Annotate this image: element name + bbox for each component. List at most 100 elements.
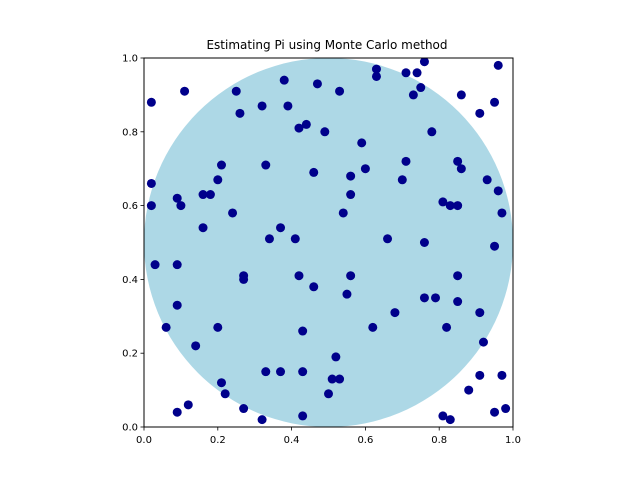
data-point-75 [368, 322, 378, 332]
data-point-9 [412, 68, 422, 78]
x-tick-label-3: 0.6 [357, 435, 373, 446]
data-point-87 [324, 389, 333, 399]
data-point-54 [453, 201, 463, 211]
data-point-26 [261, 160, 271, 170]
data-point-22 [320, 127, 330, 137]
scatter-points [146, 58, 511, 425]
data-point-45 [276, 223, 286, 233]
data-point-84 [331, 352, 341, 362]
data-point-70 [161, 322, 171, 332]
data-point-83 [298, 367, 308, 377]
data-point-89 [257, 415, 267, 425]
data-point-10 [419, 58, 429, 67]
data-point-42 [213, 175, 223, 185]
data-point-12 [416, 83, 426, 93]
data-point-94 [445, 415, 455, 425]
data-point-58 [172, 260, 182, 270]
x-tick-label-4: 0.8 [431, 435, 447, 446]
data-point-25 [216, 160, 226, 170]
data-point-47 [290, 234, 300, 244]
data-point-56 [490, 241, 500, 251]
data-point-69 [390, 308, 400, 318]
data-point-79 [216, 378, 226, 388]
data-point-96 [475, 370, 485, 380]
data-point-32 [453, 156, 463, 166]
data-point-52 [438, 197, 448, 207]
data-point-49 [346, 190, 356, 200]
x-tick-label-0: 0.0 [136, 435, 152, 446]
data-point-35 [493, 186, 503, 196]
data-point-60 [239, 274, 249, 284]
chart-title: Estimating Pi using Monte Carlo method [206, 38, 447, 52]
data-point-21 [301, 119, 311, 129]
data-point-80 [220, 389, 230, 399]
data-point-44 [198, 223, 208, 233]
data-point-41 [205, 190, 215, 200]
data-point-34 [482, 175, 492, 185]
data-point-73 [191, 341, 201, 351]
data-point-38 [172, 193, 182, 203]
data-point-5 [335, 86, 345, 96]
data-point-63 [346, 271, 356, 281]
data-point-88 [239, 404, 249, 414]
y-axis: 0.0 0.2 0.4 0.6 0.8 1.0 [122, 54, 144, 434]
data-point-11 [408, 90, 418, 100]
data-point-98 [490, 407, 500, 417]
data-point-13 [456, 90, 466, 100]
data-point-20 [294, 123, 304, 133]
x-tick-label-5: 1.0 [505, 435, 521, 446]
data-point-40 [198, 190, 208, 200]
data-point-27 [309, 167, 319, 177]
data-point-15 [493, 60, 503, 70]
data-point-57 [150, 260, 160, 270]
plot-area [144, 58, 513, 427]
data-point-19 [283, 101, 293, 111]
data-point-0 [146, 97, 156, 107]
data-point-64 [342, 289, 352, 299]
data-point-28 [346, 171, 356, 181]
data-point-53 [445, 201, 455, 211]
data-point-24 [427, 127, 437, 137]
data-point-33 [456, 164, 466, 174]
data-point-39 [176, 201, 186, 211]
data-point-95 [464, 385, 474, 395]
data-point-65 [453, 271, 463, 281]
y-tick-label-3: 0.6 [122, 201, 138, 212]
data-point-92 [183, 400, 193, 410]
data-point-31 [397, 175, 407, 185]
data-point-55 [497, 208, 507, 218]
data-point-81 [261, 367, 271, 377]
x-tick-label-1: 0.2 [210, 435, 226, 446]
data-point-46 [264, 234, 274, 244]
data-point-51 [419, 238, 429, 247]
data-point-4 [312, 79, 322, 89]
data-point-61 [294, 271, 304, 281]
data-point-6 [371, 64, 381, 74]
data-point-62 [309, 282, 319, 292]
data-point-99 [501, 404, 511, 414]
x-tick-label-2: 0.4 [284, 435, 300, 446]
data-point-8 [401, 68, 411, 78]
data-point-23 [357, 138, 367, 148]
data-point-48 [338, 208, 348, 218]
data-point-85 [327, 374, 337, 384]
data-point-82 [276, 367, 286, 377]
data-point-17 [235, 108, 245, 118]
data-point-30 [401, 156, 411, 166]
data-point-71 [172, 300, 182, 310]
axes-frame [143, 57, 514, 428]
data-point-43 [228, 208, 238, 218]
y-tick-label-0: 0.0 [122, 423, 138, 434]
y-tick-label-4: 0.8 [122, 127, 138, 138]
data-point-29 [360, 164, 370, 174]
data-point-67 [419, 293, 429, 303]
data-point-16 [475, 108, 485, 118]
y-tick-label-2: 0.4 [122, 275, 138, 286]
data-point-7 [371, 71, 381, 81]
x-axis: 0.0 0.2 0.4 0.6 0.8 1.0 [136, 427, 521, 446]
data-point-90 [298, 411, 308, 421]
data-point-18 [257, 101, 267, 111]
data-point-14 [490, 97, 500, 107]
data-point-74 [298, 326, 308, 336]
